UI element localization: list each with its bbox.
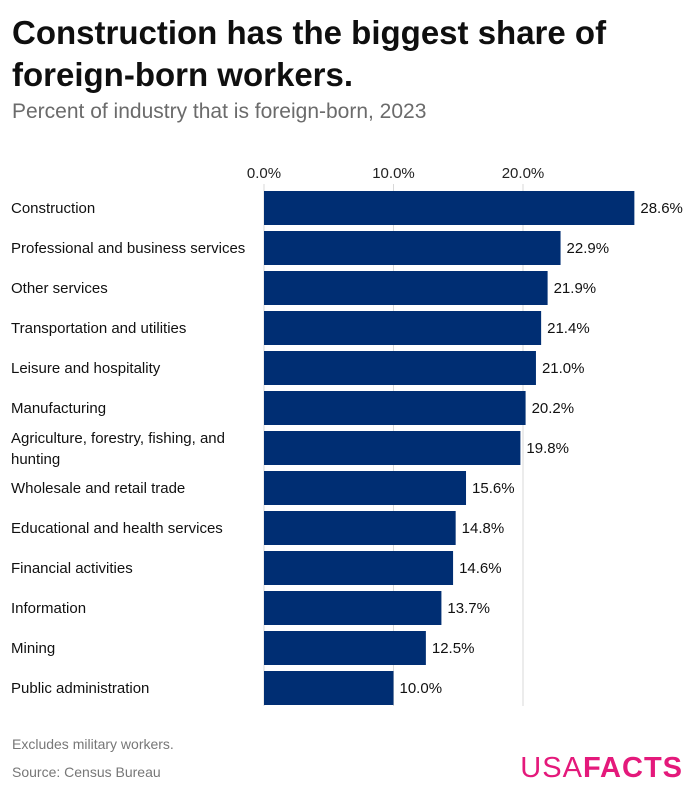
bar bbox=[264, 511, 456, 545]
bar bbox=[264, 231, 561, 265]
category-label: Agriculture, forestry, fishing, and bbox=[11, 430, 225, 447]
x-tick-label: 20.0% bbox=[502, 165, 545, 182]
category-label: Financial activities bbox=[11, 560, 133, 577]
value-label: 21.0% bbox=[542, 360, 585, 377]
logo-usa: USA bbox=[520, 752, 583, 784]
bar bbox=[264, 191, 635, 225]
category-label: Leisure and hospitality bbox=[11, 360, 161, 377]
bar bbox=[264, 351, 536, 385]
bar bbox=[264, 671, 394, 705]
x-tick-label: 10.0% bbox=[372, 165, 415, 182]
bar bbox=[264, 591, 442, 625]
value-label: 21.9% bbox=[554, 280, 597, 297]
bar bbox=[264, 391, 526, 425]
category-label: Public administration bbox=[11, 680, 149, 697]
value-label: 19.8% bbox=[526, 440, 569, 457]
category-label: Mining bbox=[11, 640, 55, 657]
value-label: 21.4% bbox=[547, 320, 590, 337]
category-label: Construction bbox=[11, 200, 95, 217]
value-label: 12.5% bbox=[432, 640, 475, 657]
bar bbox=[264, 471, 467, 505]
chart-subtitle: Percent of industry that is foreign-born… bbox=[12, 100, 427, 123]
category-label: Other services bbox=[11, 280, 108, 297]
footnote: Excludes military workers. bbox=[12, 736, 174, 752]
value-label: 20.2% bbox=[532, 400, 575, 417]
category-label: Educational and health services bbox=[11, 520, 223, 537]
category-label: Professional and business services bbox=[11, 240, 245, 257]
value-label: 14.8% bbox=[462, 520, 505, 537]
category-label: Information bbox=[11, 600, 86, 617]
bar bbox=[264, 551, 454, 585]
value-label: 14.6% bbox=[459, 560, 502, 577]
value-label: 22.9% bbox=[567, 240, 610, 257]
bar-chart: 0.0% 10.0% 20.0% Construction 28.6% Professio… bbox=[11, 165, 683, 706]
bar bbox=[264, 311, 542, 345]
category-label: Wholesale and retail trade bbox=[11, 480, 185, 497]
category-label: hunting bbox=[11, 451, 60, 468]
category-label: Transportation and utilities bbox=[11, 320, 186, 337]
value-label: 15.6% bbox=[472, 480, 515, 497]
bar bbox=[264, 631, 426, 665]
logo-facts: FACTS bbox=[582, 752, 683, 784]
x-tick-label: 0.0% bbox=[247, 165, 281, 182]
chart-title: Construction has the biggest share of fo… bbox=[12, 14, 607, 93]
usafacts-logo: USAFACTS bbox=[520, 752, 683, 785]
bar bbox=[264, 271, 548, 305]
source-note: Source: Census Bureau bbox=[12, 764, 161, 780]
bar bbox=[264, 431, 521, 465]
value-label: 13.7% bbox=[447, 600, 490, 617]
value-label: 28.6% bbox=[640, 200, 683, 217]
value-label: 10.0% bbox=[400, 680, 443, 697]
category-label: Manufacturing bbox=[11, 400, 106, 417]
